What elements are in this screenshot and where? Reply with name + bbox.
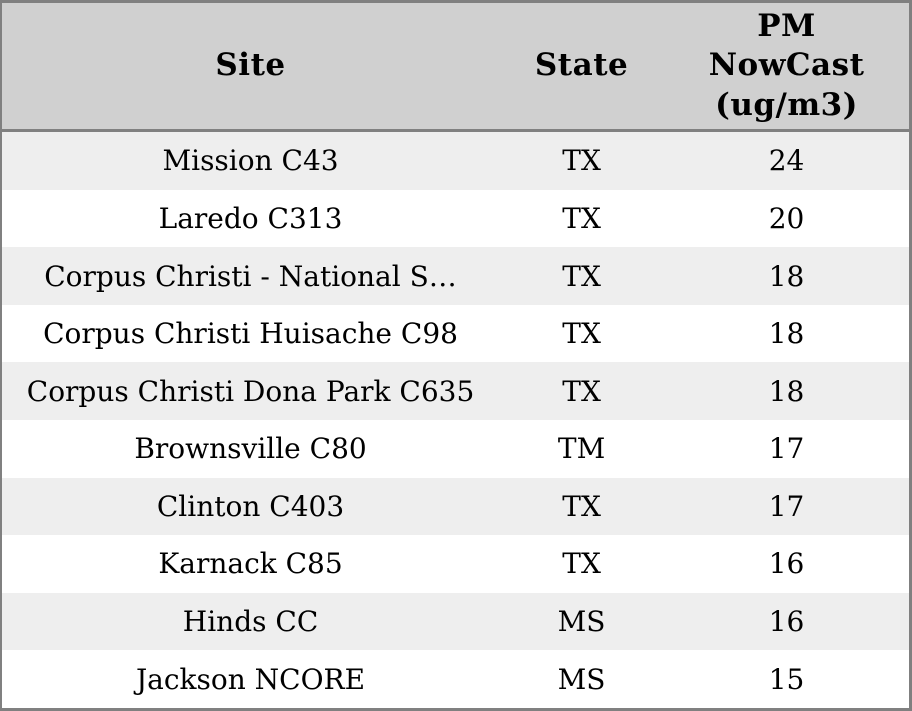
cell-site: Jackson NCORE [135,662,366,696]
cell-site: Hinds CC [182,605,319,639]
cell-state: TX [562,259,601,293]
table-row[interactable]: Jackson NCORE MS 15 [2,650,909,708]
table-row[interactable]: Corpus Christi Huisache C98 TX 18 [2,304,909,363]
col-header-site[interactable]: Site [2,3,500,132]
cell-state: TX [562,201,601,235]
cell-site: Brownsville C80 [134,432,367,466]
cell-pm-nowcast: 17 [768,432,805,466]
table-row[interactable]: Brownsville C80 TM 17 [2,419,909,478]
cell-pm-nowcast: 17 [768,489,805,523]
cell-site: Mission C43 [162,144,339,178]
cell-pm-nowcast: 16 [768,605,805,639]
table-row[interactable]: Corpus Christi Dona Park C635 TX 18 [2,362,909,420]
cell-state: MS [557,605,606,639]
cell-pm-nowcast: 18 [768,317,805,351]
cell-state: TM [557,432,606,466]
cell-pm-nowcast: 16 [768,547,805,581]
table-row[interactable]: Laredo C313 TX 20 [2,189,909,248]
cell-pm-nowcast: 18 [768,374,805,408]
cell-pm-nowcast: 18 [768,259,805,293]
cell-site: Corpus Christi Dona Park C635 [26,374,475,408]
cell-site: Clinton C403 [156,489,345,523]
cell-state: MS [557,662,606,696]
cell-site: Corpus Christi - National S… [44,259,457,293]
table-row[interactable]: Hinds CC MS 16 [2,592,909,651]
table-row[interactable]: Corpus Christi - National S… TX 18 [2,247,909,305]
cell-pm-nowcast: 24 [768,144,805,178]
header-row: Site State PM NowCast (ug/m3) [2,3,909,132]
cell-state: TX [562,547,601,581]
cell-site: Karnack C85 [158,547,343,581]
cell-state: TX [562,144,601,178]
col-header-pm-nowcast[interactable]: PM NowCast (ug/m3) [664,3,909,132]
cell-site: Corpus Christi Huisache C98 [43,317,458,351]
data-table: Site State PM NowCast (ug/m3) Mission C4… [2,3,909,708]
col-header-state[interactable]: State [499,3,665,132]
cell-pm-nowcast: 20 [768,201,805,235]
cell-state: TX [562,374,601,408]
table-row[interactable]: Karnack C85 TX 16 [2,535,909,593]
cell-state: TX [562,489,601,523]
table-row[interactable]: Clinton C403 TX 17 [2,477,909,536]
cell-site: Laredo C313 [158,201,343,235]
cell-state: TX [562,317,601,351]
table-row[interactable]: Mission C43 TX 24 [2,130,909,190]
cell-pm-nowcast: 15 [768,662,805,696]
